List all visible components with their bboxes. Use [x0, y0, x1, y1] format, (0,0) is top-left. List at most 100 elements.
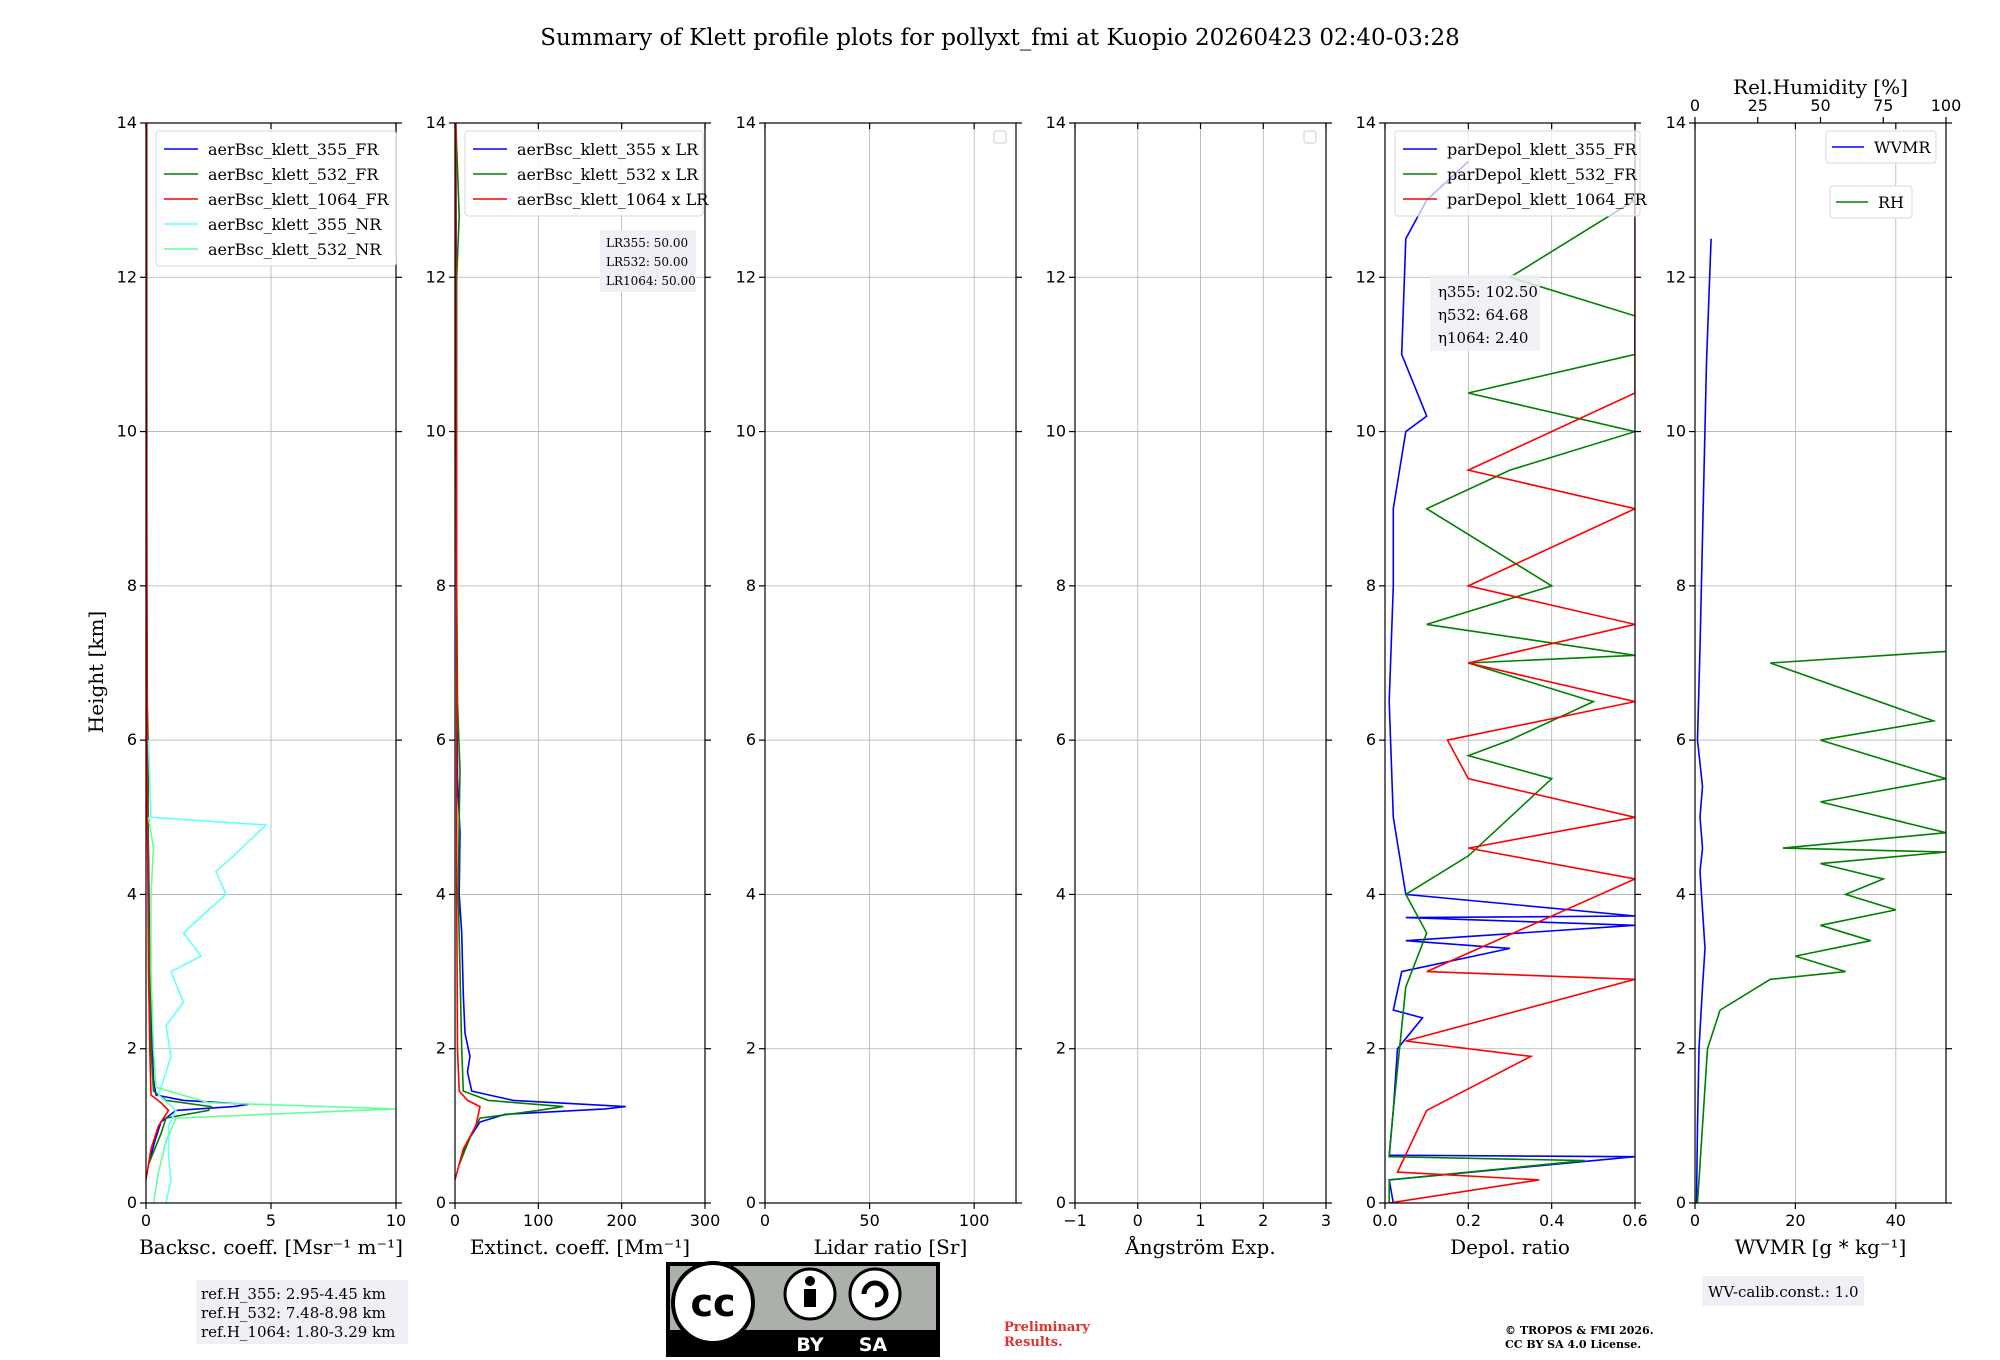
y-tick-label: 2	[746, 1039, 756, 1058]
x-axis-label: Backsc. coeff. [Msr⁻¹ m⁻¹]	[139, 1235, 403, 1259]
legend: aerBsc_klett_355_FR aerBsc_klett_532_FRae…	[155, 130, 397, 267]
x-tick-label: 200	[606, 1211, 637, 1230]
x-tick-label: 0	[1690, 1211, 1700, 1230]
series-group	[455, 123, 626, 1181]
x-tick-label: 50	[859, 1211, 879, 1230]
share-alike-icon	[848, 1267, 902, 1321]
figure-title: Summary of Klett profile plots for polly…	[540, 25, 1459, 51]
y-tick-label: 6	[127, 730, 137, 749]
legend-label: RH	[1878, 193, 1904, 212]
x-tick-label: 5	[266, 1211, 276, 1230]
y-tick-label: 10	[117, 422, 137, 441]
y-tick-label: 14	[736, 113, 756, 132]
wv-calib-text: WV-calib.const.: 1.0	[1708, 1283, 1859, 1301]
lr-text: LR355: 50.00	[606, 236, 688, 250]
top-x-tick-label: 0	[1690, 96, 1700, 115]
y-tick-label: 6	[746, 730, 756, 749]
panel-depol: 0 2 4 6 8 10 12 14 0.0 0.2 0.4 0.6 Depol. ratio parDe…	[1356, 113, 1648, 1259]
plot-frame	[1384, 122, 1636, 1204]
x-tick-label: 40	[1886, 1211, 1906, 1230]
y-axis-label: Height [km]	[84, 611, 108, 733]
series-line-aerBsc_klett_1064_FR	[146, 123, 170, 1181]
series-line-parDepol_klett_532_FR	[1388, 199, 1635, 1203]
legend: aerBsc_klett_355 x LR aerBsc_klett_532 x …	[464, 130, 709, 217]
x-tick-label: 0.0	[1372, 1211, 1397, 1230]
eta-text: η532: 64.68	[1438, 306, 1528, 324]
ref-height-1064: ref.H_1064: 1.80-3.29 km	[201, 1323, 395, 1341]
legend-label: aerBsc_klett_532_FR	[208, 165, 379, 184]
y-tick-label: 6	[1056, 730, 1066, 749]
y-tick-label: 4	[1056, 884, 1066, 903]
y-tick-label: 14	[426, 113, 446, 132]
x-axis-label: Ångström Exp.	[1124, 1234, 1275, 1259]
license-by-label: BY	[796, 1334, 823, 1356]
y-tick-label: 0	[1366, 1193, 1376, 1212]
cc-logo-text: cc	[690, 1281, 735, 1325]
legend-label: aerBsc_klett_532 x LR	[517, 165, 699, 184]
legend-box	[1825, 130, 1937, 164]
series-line-aerBsc_klett_355_NR	[147, 740, 268, 1203]
ref-height-box: ref.H_355: 2.95-4.45 km ref.H_532: 7.48-…	[196, 1280, 408, 1344]
lr-text: LR532: 50.00	[606, 255, 688, 269]
panel-backscatter: 0 2 4 6 8 10 12 14 0 5 10 Backsc. coeff. [Msr⁻¹ m⁻¹…	[117, 113, 407, 1259]
y-tick-label: 12	[1356, 267, 1376, 286]
x-tick-label: 3	[1321, 1211, 1331, 1230]
y-tick-label: 4	[436, 884, 446, 903]
y-tick-label: 12	[1666, 267, 1686, 286]
y-tick-label: 14	[1356, 113, 1376, 132]
x-tick-label: 100	[959, 1211, 990, 1230]
y-tick-label: 0	[1056, 1193, 1066, 1212]
x-tick-label: 0	[141, 1211, 151, 1230]
legend-box	[464, 130, 704, 217]
y-tick-label: 2	[1676, 1039, 1686, 1058]
y-tick-label: 4	[746, 884, 756, 903]
legend-label: parDepol_klett_532_FR	[1447, 165, 1638, 184]
top-x-tick-label: 50	[1810, 96, 1830, 115]
y-tick-label: 10	[1666, 422, 1686, 441]
x-tick-label: 2	[1258, 1211, 1268, 1230]
cc-license-badge: cc BY SA	[666, 1261, 940, 1357]
ref-height-532: ref.H_532: 7.48-8.98 km	[201, 1304, 386, 1322]
copyright-line-1: © TROPOS & FMI 2026.	[1505, 1324, 1654, 1337]
y-tick-label: 8	[436, 576, 446, 595]
eta-box	[1430, 275, 1540, 351]
legend-label: aerBsc_klett_532_NR	[208, 240, 382, 259]
y-tick-label: 4	[127, 884, 137, 903]
y-tick-label: 12	[736, 267, 756, 286]
y-tick-label: 12	[117, 267, 137, 286]
series-line-aerBsc_klett_1064 x LR	[455, 123, 481, 1181]
y-tick-label: 10	[1046, 422, 1066, 441]
legend-label: aerBsc_klett_355_FR	[208, 140, 379, 159]
y-tick-label: 2	[1366, 1039, 1376, 1058]
legend-label: aerBsc_klett_1064 x LR	[517, 190, 709, 209]
y-tick-label: 10	[736, 422, 756, 441]
panels: 0 2 4 6 8 10 12 14 0 5 10 Backsc. coeff. [Msr⁻¹ m⁻¹…	[117, 75, 1962, 1259]
x-tick-label: 0	[1133, 1211, 1143, 1230]
y-tick-label: 10	[426, 422, 446, 441]
x-tick-label: 0.6	[1622, 1211, 1647, 1230]
series-group	[1695, 238, 1946, 1203]
series-line-aerBsc_klett_532 x LR	[455, 123, 564, 1165]
x-tick-label: 0.4	[1539, 1211, 1564, 1230]
series-group	[146, 123, 396, 1203]
wv-calib-box: WV-calib.const.: 1.0	[1702, 1276, 1864, 1306]
y-tick-label: 8	[1676, 576, 1686, 595]
plot-frame	[1694, 122, 1947, 1204]
series-line-RH	[1696, 650, 1946, 1203]
y-tick-label: 0	[1676, 1193, 1686, 1212]
x-tick-label: 0	[760, 1211, 770, 1230]
x-axis-label: WVMR [g * kg⁻¹]	[1735, 1235, 1907, 1259]
x-axis-label: Depol. ratio	[1450, 1235, 1570, 1259]
y-tick-label: 8	[127, 576, 137, 595]
y-tick-label: 0	[746, 1193, 756, 1212]
x-tick-label: 100	[523, 1211, 554, 1230]
series-line-aerBsc_klett_532_NR	[147, 817, 396, 1203]
legend-label: aerBsc_klett_355 x LR	[517, 140, 699, 159]
y-tick-label: 12	[426, 267, 446, 286]
y-tick-label: 10	[1356, 422, 1376, 441]
copyright-line-2: CC BY SA 4.0 License.	[1505, 1338, 1641, 1351]
legend-label: WVMR	[1874, 138, 1931, 157]
